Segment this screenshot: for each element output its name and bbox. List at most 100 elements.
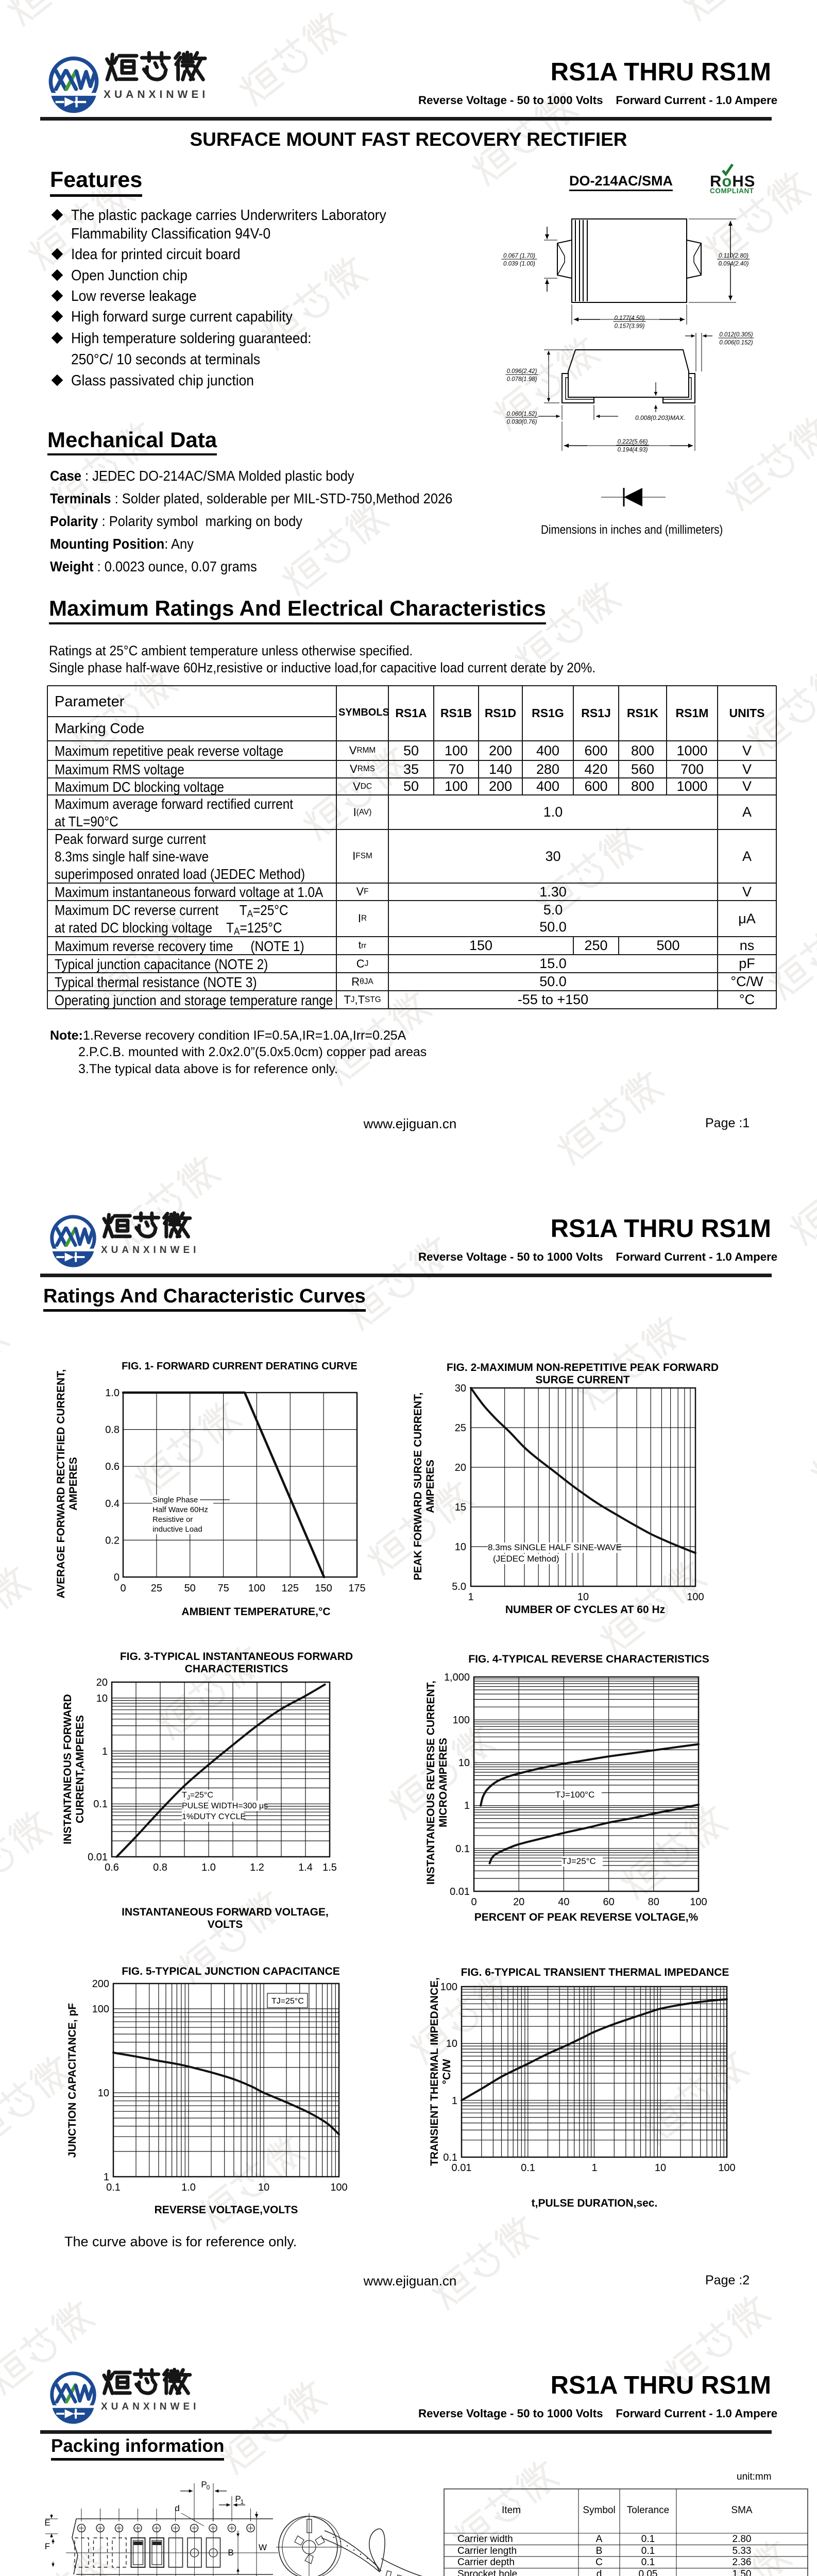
svg-text:1: 1: [452, 2095, 457, 2107]
svg-text:200: 200: [92, 1978, 109, 1990]
svg-text:10: 10: [458, 1757, 470, 1769]
svg-text:1,000: 1,000: [444, 1672, 470, 1683]
svg-text:1.0: 1.0: [105, 1387, 120, 1399]
svg-text:0.030(0.76): 0.030(0.76): [507, 419, 537, 426]
svg-text:FIG. 5-TYPICAL JUNCTION CAPACI: FIG. 5-TYPICAL JUNCTION CAPACITANCE: [122, 1965, 340, 1977]
svg-text:P: P: [235, 2494, 241, 2504]
svg-text:Resistive or: Resistive or: [152, 1515, 193, 1524]
svg-text:inductive Load: inductive Load: [152, 1525, 202, 1534]
svg-text:5.0: 5.0: [452, 1581, 466, 1592]
svg-text:10: 10: [455, 1541, 466, 1553]
svg-text:0.1: 0.1: [443, 2152, 457, 2163]
svg-text:B: B: [228, 2548, 233, 2557]
svg-text:20: 20: [513, 1896, 524, 1908]
svg-text:10: 10: [96, 1693, 108, 1704]
svg-text:FIG. 3-TYPICAL INSTANTANEOUS F: FIG. 3-TYPICAL INSTANTANEOUS FORWARD: [120, 1651, 353, 1663]
svg-text:1: 1: [591, 2162, 597, 2174]
svg-text:0.4: 0.4: [105, 1498, 120, 1510]
svg-text:TJ=25°C: TJ=25°C: [182, 1791, 213, 1801]
svg-text:175: 175: [348, 1583, 365, 1594]
svg-text:0.078(1.98): 0.078(1.98): [507, 377, 537, 383]
svg-text:0.096(2.42): 0.096(2.42): [507, 368, 537, 375]
svg-text:F: F: [45, 2541, 50, 2551]
svg-text:TJ=25°C: TJ=25°C: [271, 1997, 304, 2006]
svg-text:W: W: [259, 2543, 267, 2552]
svg-text:0.177(4.50): 0.177(4.50): [615, 315, 645, 321]
svg-text:1.2: 1.2: [250, 1862, 264, 1873]
svg-text:40: 40: [558, 1896, 569, 1908]
svg-text:TJ=25°C: TJ=25°C: [561, 1856, 596, 1866]
svg-text:TJ=100°C: TJ=100°C: [555, 1790, 594, 1800]
svg-text:INSTANTANEOUS FORWARD: INSTANTANEOUS FORWARD: [62, 1694, 74, 1844]
svg-text:1: 1: [102, 1746, 108, 1757]
svg-text:(JEDEC Method): (JEDEC Method): [493, 1554, 559, 1564]
svg-text:0.012(0.305): 0.012(0.305): [719, 332, 753, 338]
svg-text:1: 1: [464, 1800, 470, 1811]
svg-text:30: 30: [455, 1383, 466, 1394]
svg-text:d: d: [175, 2503, 179, 2513]
svg-text:AVERAGE FORWARD RECTIFIED CURR: AVERAGE FORWARD RECTIFIED CURRENT,: [55, 1369, 67, 1599]
svg-text:AMBIENT TEMPERATURE,°C: AMBIENT TEMPERATURE,°C: [181, 1606, 330, 1618]
svg-text:1: 1: [241, 2498, 244, 2505]
svg-text:CURRENT,AMPERES: CURRENT,AMPERES: [74, 1715, 86, 1823]
svg-text:PULSE WIDTH=300 μs: PULSE WIDTH=300 μs: [182, 1802, 268, 1810]
svg-text:0.157(3.99): 0.157(3.99): [615, 324, 645, 330]
svg-text:0.6: 0.6: [105, 1862, 119, 1873]
svg-text:FIG. 1- FORWARD CURRENT DERATI: FIG. 1- FORWARD CURRENT DERATING CURVE: [122, 1361, 358, 1372]
svg-text:1: 1: [104, 2172, 109, 2183]
svg-text:10: 10: [98, 2088, 109, 2099]
svg-text:0.1: 0.1: [93, 1799, 108, 1810]
svg-text:PERCENT OF PEAK REVERSE VOLTAG: PERCENT OF PEAK REVERSE VOLTAGE,%: [474, 1911, 699, 1923]
svg-text:8.3ms SINGLE HALF SINE-WAVE: 8.3ms SINGLE HALF SINE-WAVE: [488, 1543, 622, 1552]
svg-text:0: 0: [207, 2484, 210, 2491]
svg-text:0.222(5.66): 0.222(5.66): [618, 439, 648, 445]
svg-text:E: E: [44, 2518, 50, 2528]
svg-text:10: 10: [446, 2038, 457, 2049]
svg-text:0.1: 0.1: [106, 2182, 121, 2193]
svg-text:0.2: 0.2: [105, 1535, 120, 1546]
svg-text:t,PULSE DURATION,sec.: t,PULSE DURATION,sec.: [532, 2197, 658, 2209]
svg-text:FIG. 4-TYPICAL REVERSE CHARACT: FIG. 4-TYPICAL REVERSE CHARACTERISTICS: [468, 1653, 709, 1665]
svg-text:Half Wave 60Hz: Half Wave 60Hz: [152, 1505, 208, 1514]
svg-text:100: 100: [248, 1583, 265, 1594]
svg-text:0.039 (1.00): 0.039 (1.00): [503, 261, 535, 267]
svg-text:0.060(1.52): 0.060(1.52): [507, 411, 537, 417]
svg-text:SURGE CURRENT: SURGE CURRENT: [535, 1374, 629, 1386]
svg-text:0.8: 0.8: [153, 1862, 167, 1873]
svg-text:100: 100: [330, 2182, 347, 2193]
svg-text:0.194(4.93): 0.194(4.93): [618, 447, 648, 453]
svg-text:1.0: 1.0: [201, 1862, 216, 1873]
svg-text:25: 25: [455, 1422, 466, 1434]
svg-text:JUNCTION CAPACITANCE, pF: JUNCTION CAPACITANCE, pF: [66, 2003, 78, 2158]
svg-text:1.4: 1.4: [298, 1862, 313, 1873]
svg-text:20: 20: [96, 1677, 108, 1688]
svg-text:0.094(2.40): 0.094(2.40): [719, 261, 749, 267]
svg-text:0: 0: [120, 1583, 126, 1594]
svg-text:0.110(2.80): 0.110(2.80): [719, 253, 748, 259]
svg-text:10: 10: [258, 2182, 269, 2193]
svg-text:RoHS: RoHS: [710, 172, 755, 190]
svg-text:10: 10: [577, 1591, 589, 1603]
svg-text:15: 15: [455, 1502, 466, 1513]
svg-text:1.5: 1.5: [322, 1862, 337, 1873]
svg-text:FIG. 6-TYPICAL TRANSIENT THERM: FIG. 6-TYPICAL TRANSIENT THERMAL IMPEDAN…: [461, 1967, 729, 1978]
svg-text:PEAK FORWARD SURGE CURRENT,: PEAK FORWARD SURGE CURRENT,: [412, 1393, 424, 1581]
svg-text:0.01: 0.01: [88, 1852, 108, 1863]
svg-text:0.6: 0.6: [105, 1461, 120, 1472]
svg-text:0: 0: [471, 1896, 476, 1908]
svg-text:REVERSE VOLTAGE,VOLTS: REVERSE VOLTAGE,VOLTS: [155, 2204, 298, 2216]
svg-text:COMPLIANT: COMPLIANT: [710, 187, 754, 195]
svg-text:0.01: 0.01: [452, 2162, 472, 2174]
svg-text:TRANSIENT THERMAL IMPEDANCE,: TRANSIENT THERMAL IMPEDANCE,: [429, 1977, 440, 2166]
svg-text:100: 100: [440, 1981, 457, 1993]
svg-text:FIG. 2-MAXIMUM NON-REPETITIVE: FIG. 2-MAXIMUM NON-REPETITIVE PEAK FORWA…: [447, 1362, 719, 1374]
svg-text:10: 10: [655, 2162, 666, 2174]
svg-text:50: 50: [184, 1583, 196, 1594]
svg-text:75: 75: [217, 1583, 229, 1594]
svg-text:INSTANTANEOUS FORWARD VOLTAGE,: INSTANTANEOUS FORWARD VOLTAGE,: [122, 1906, 329, 1918]
svg-text:0.1: 0.1: [455, 1843, 470, 1855]
svg-text:150: 150: [315, 1583, 332, 1594]
svg-text:P: P: [201, 2480, 207, 2489]
svg-text:1%DUTY CYCLE: 1%DUTY CYCLE: [182, 1812, 246, 1821]
svg-text:100: 100: [718, 2162, 735, 2174]
